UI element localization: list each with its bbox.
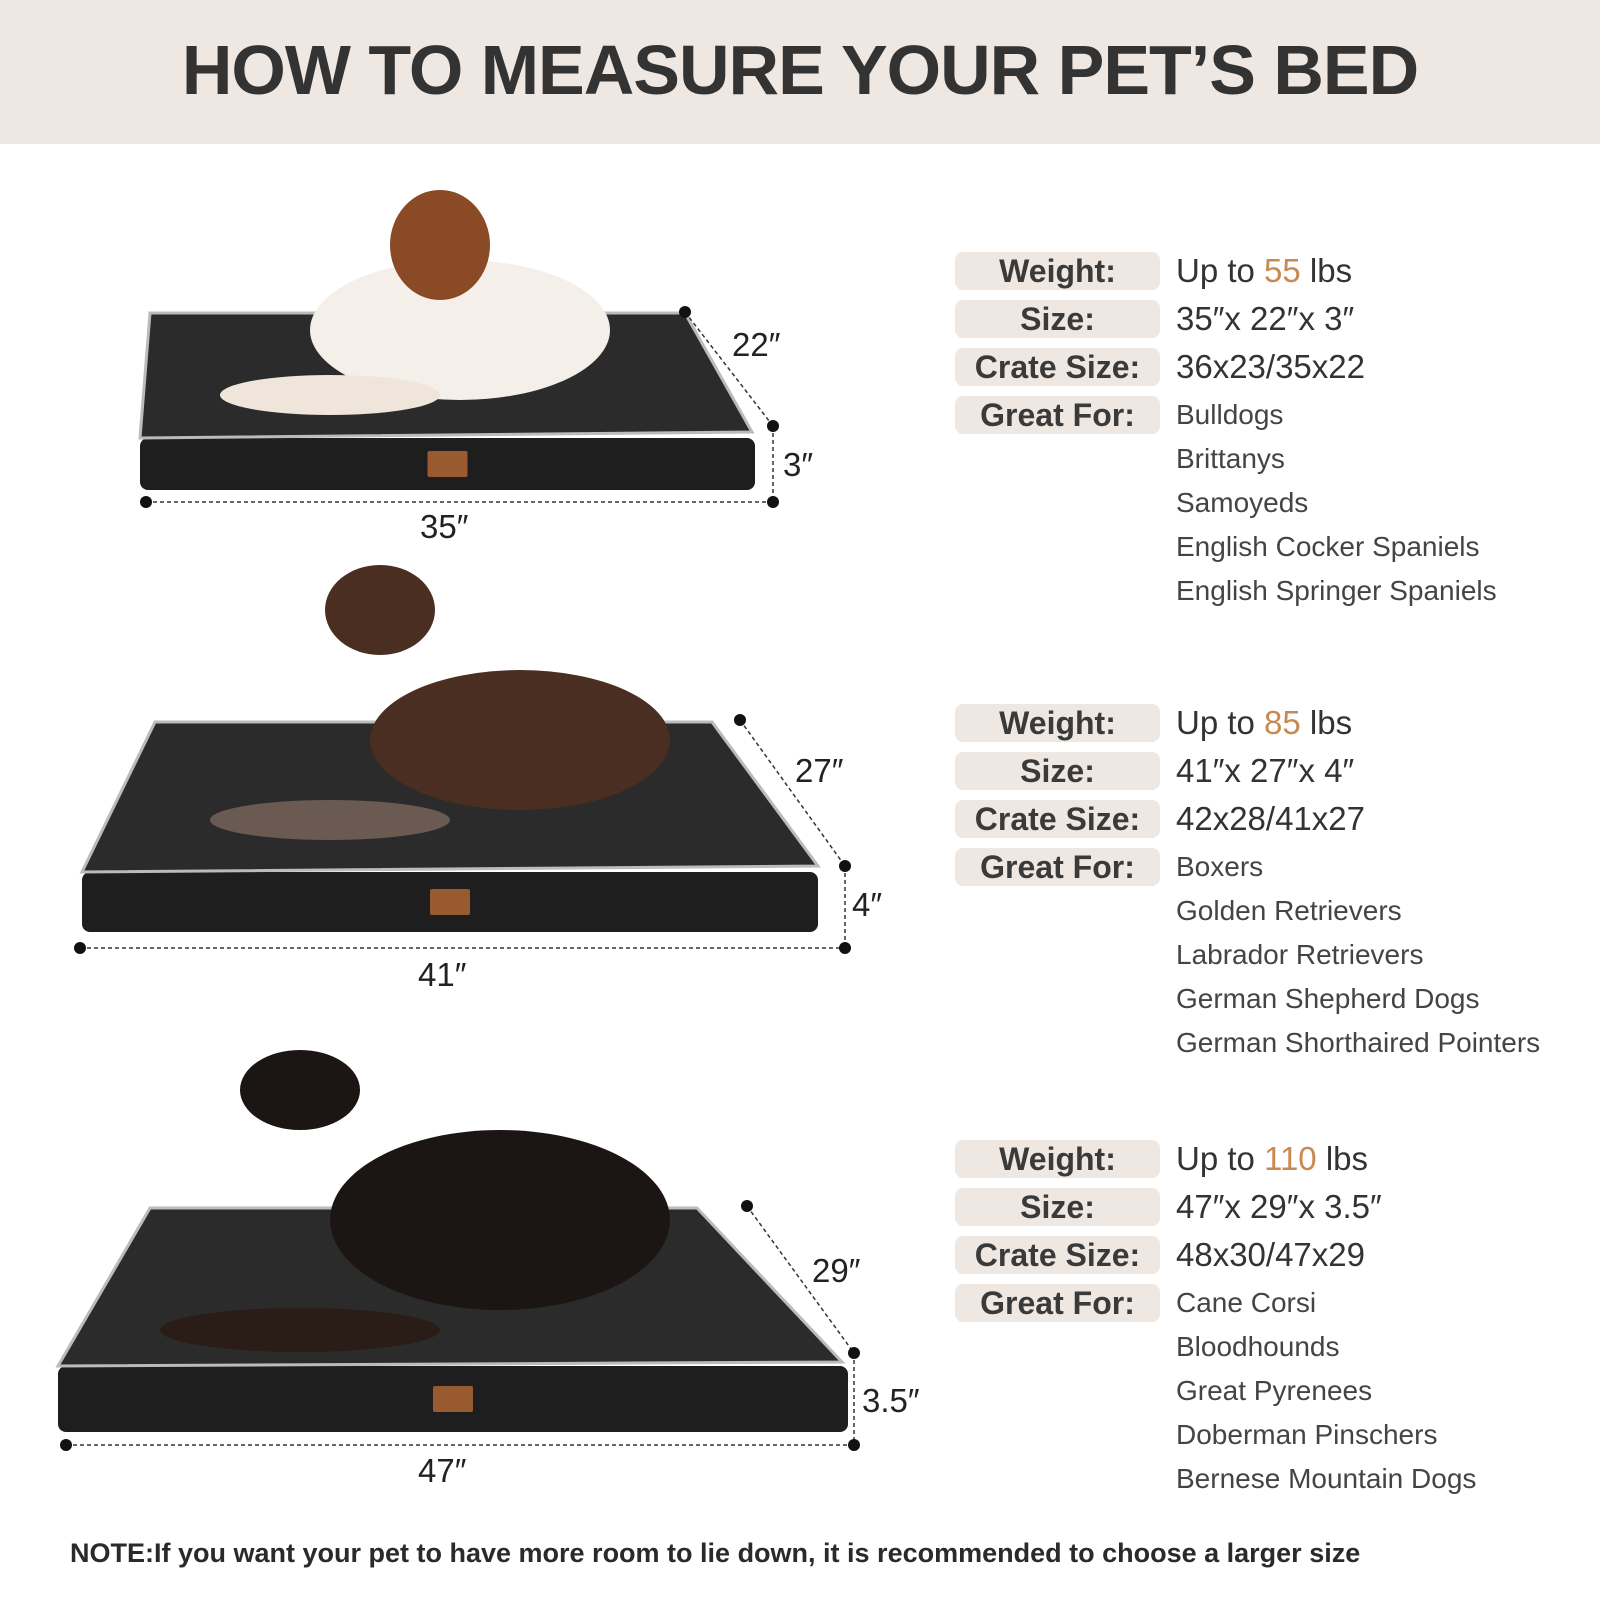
breed-item: Labrador Retrievers [1176,939,1424,970]
dog-image [325,565,435,655]
width-dimension-line [739,719,846,867]
weight-label: Weight: [955,704,1160,742]
breed-item: Brittanys [1176,443,1285,474]
crate-size-label: Crate Size: [955,348,1160,386]
dimension-dot [848,1347,860,1359]
brand-tag-icon [427,451,468,477]
dimension-dot [839,942,851,954]
note-text: NOTE:If you want your pet to have more r… [70,1538,1361,1568]
breed-item: Bernese Mountain Dogs [1176,1463,1477,1494]
crate-size-value: 48x30/47x29 [1176,1236,1365,1273]
dimension-dot [848,1439,860,1451]
crate-size-value: 36x23/35x22 [1176,348,1365,385]
dog-image [220,375,440,415]
size-value: 41″x 27″x 4″ [1176,752,1355,789]
breed-item: Bloodhounds [1176,1331,1340,1362]
weight-label: Weight: [955,1140,1160,1178]
weight-prefix: Up to [1176,704,1265,741]
breed-item: Samoyeds [1176,487,1309,518]
height-label: 3″ [783,446,814,483]
great-for-label: Great For: [955,396,1160,434]
brand-tag-icon [433,1386,473,1412]
breed-item: Great Pyrenees [1176,1375,1373,1406]
dimension-dot [60,1439,72,1451]
dimension-dot [734,714,746,726]
weight-label: Weight: [955,252,1160,290]
dimension-dot [74,942,86,954]
weight-number: 85 [1264,704,1301,741]
size-label: Size: [955,1188,1160,1226]
dimension-dot [140,496,152,508]
dog-image [310,260,610,400]
great-for-label: Great For: [955,848,1160,886]
dimension-dot [839,860,851,872]
crate-size-label: Crate Size: [955,800,1160,838]
size-value: 47″x 29″x 3.5″ [1176,1188,1382,1225]
weight-unit: lbs [1300,252,1353,289]
breed-item: English Cocker Spaniels [1176,531,1480,562]
great-for-label: Great For: [955,1284,1160,1322]
breed-item: German Shorthaired Pointers [1176,1027,1541,1058]
breed-item: German Shepherd Dogs [1176,983,1480,1014]
dog-image [330,1130,670,1310]
breed-item: Bulldogs [1176,399,1284,430]
width-dimension-line [684,311,774,427]
weight-value: Up to 55 lbs [1176,252,1352,290]
weight-number: 110 [1264,1140,1317,1177]
length-label: 41″ [418,956,467,993]
header-banner: HOW TO MEASURE YOUR PET’S BED [0,0,1600,144]
weight-prefix: Up to [1176,1140,1265,1177]
dimension-dot [741,1200,753,1212]
dimension-dot [767,420,779,432]
crate-size-label: Crate Size: [955,1236,1160,1274]
crate-size-value: 42x28/41x27 [1176,800,1365,837]
breed-item: Golden Retrievers [1176,895,1402,926]
dog-image [370,670,670,810]
breed-item: Cane Corsi [1176,1287,1317,1318]
dimension-dot [679,306,691,318]
breed-item: Doberman Pinschers [1176,1419,1438,1450]
brand-tag-icon [430,889,470,915]
size-label: Size: [955,300,1160,338]
page-title: HOW TO MEASURE YOUR PET’S BED [181,31,1419,109]
weight-value: Up to 110 lbs [1176,1140,1368,1178]
size-label: Size: [955,752,1160,790]
breed-item: Boxers [1176,851,1264,882]
dog-image [160,1308,440,1352]
width-dimension-line [746,1205,855,1354]
weight-number: 55 [1264,252,1301,289]
size-value: 35″x 22″x 3″ [1176,300,1355,337]
length-label: 35″ [420,508,469,545]
width-label: 27″ [795,752,844,789]
weight-value: Up to 85 lbs [1176,704,1352,742]
dog-image [240,1050,360,1130]
height-label: 4″ [852,886,883,923]
width-label: 22″ [732,326,781,363]
weight-unit: lbs [1300,704,1353,741]
dog-image [390,190,490,300]
dog-image [210,800,450,840]
breed-item: English Springer Spaniels [1176,575,1497,606]
dimension-dot [767,496,779,508]
weight-unit: lbs [1316,1140,1369,1177]
height-label: 3.5″ [862,1382,920,1419]
weight-prefix: Up to [1176,252,1265,289]
length-label: 47″ [418,1452,467,1489]
width-label: 29″ [812,1252,861,1289]
